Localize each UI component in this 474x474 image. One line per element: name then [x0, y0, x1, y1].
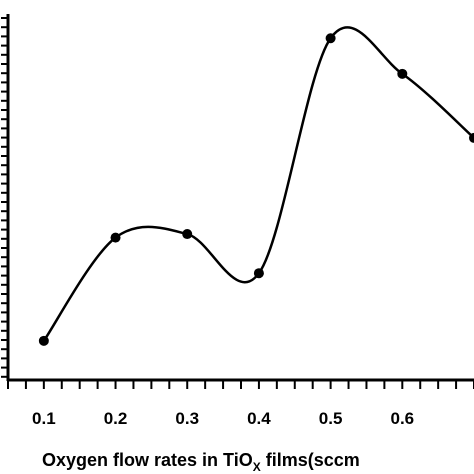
data-points: [38, 33, 474, 346]
x-axis-title-main: Oxygen flow rates in TiO: [42, 450, 253, 470]
x-tick-labels: 0.1 0.2 0.3 0.4 0.5 0.6: [32, 409, 414, 428]
data-point: [397, 68, 408, 79]
x-tick-label: 0.1: [32, 409, 56, 428]
data-point: [325, 33, 336, 44]
data-point: [253, 268, 264, 279]
x-tick-label: 0.3: [175, 409, 199, 428]
x-tick-label: 0.2: [104, 409, 128, 428]
chart-axes: [6, 14, 474, 382]
x-axis-title-end: films(sccm: [261, 450, 360, 470]
x-tick-label: 0.5: [319, 409, 343, 428]
x-axis-title-subscript: X: [253, 460, 261, 474]
data-point: [110, 232, 121, 243]
series-curve: [42, 26, 474, 342]
data-point: [38, 335, 49, 346]
x-axis-title: Oxygen flow rates in TiOX films(sccm: [42, 450, 360, 474]
data-point: [469, 132, 474, 143]
x-tick-label: 0.6: [390, 409, 414, 428]
data-point: [182, 229, 193, 240]
x-tick-label: 0.4: [247, 409, 271, 428]
minor-ticks: [1, 17, 474, 389]
